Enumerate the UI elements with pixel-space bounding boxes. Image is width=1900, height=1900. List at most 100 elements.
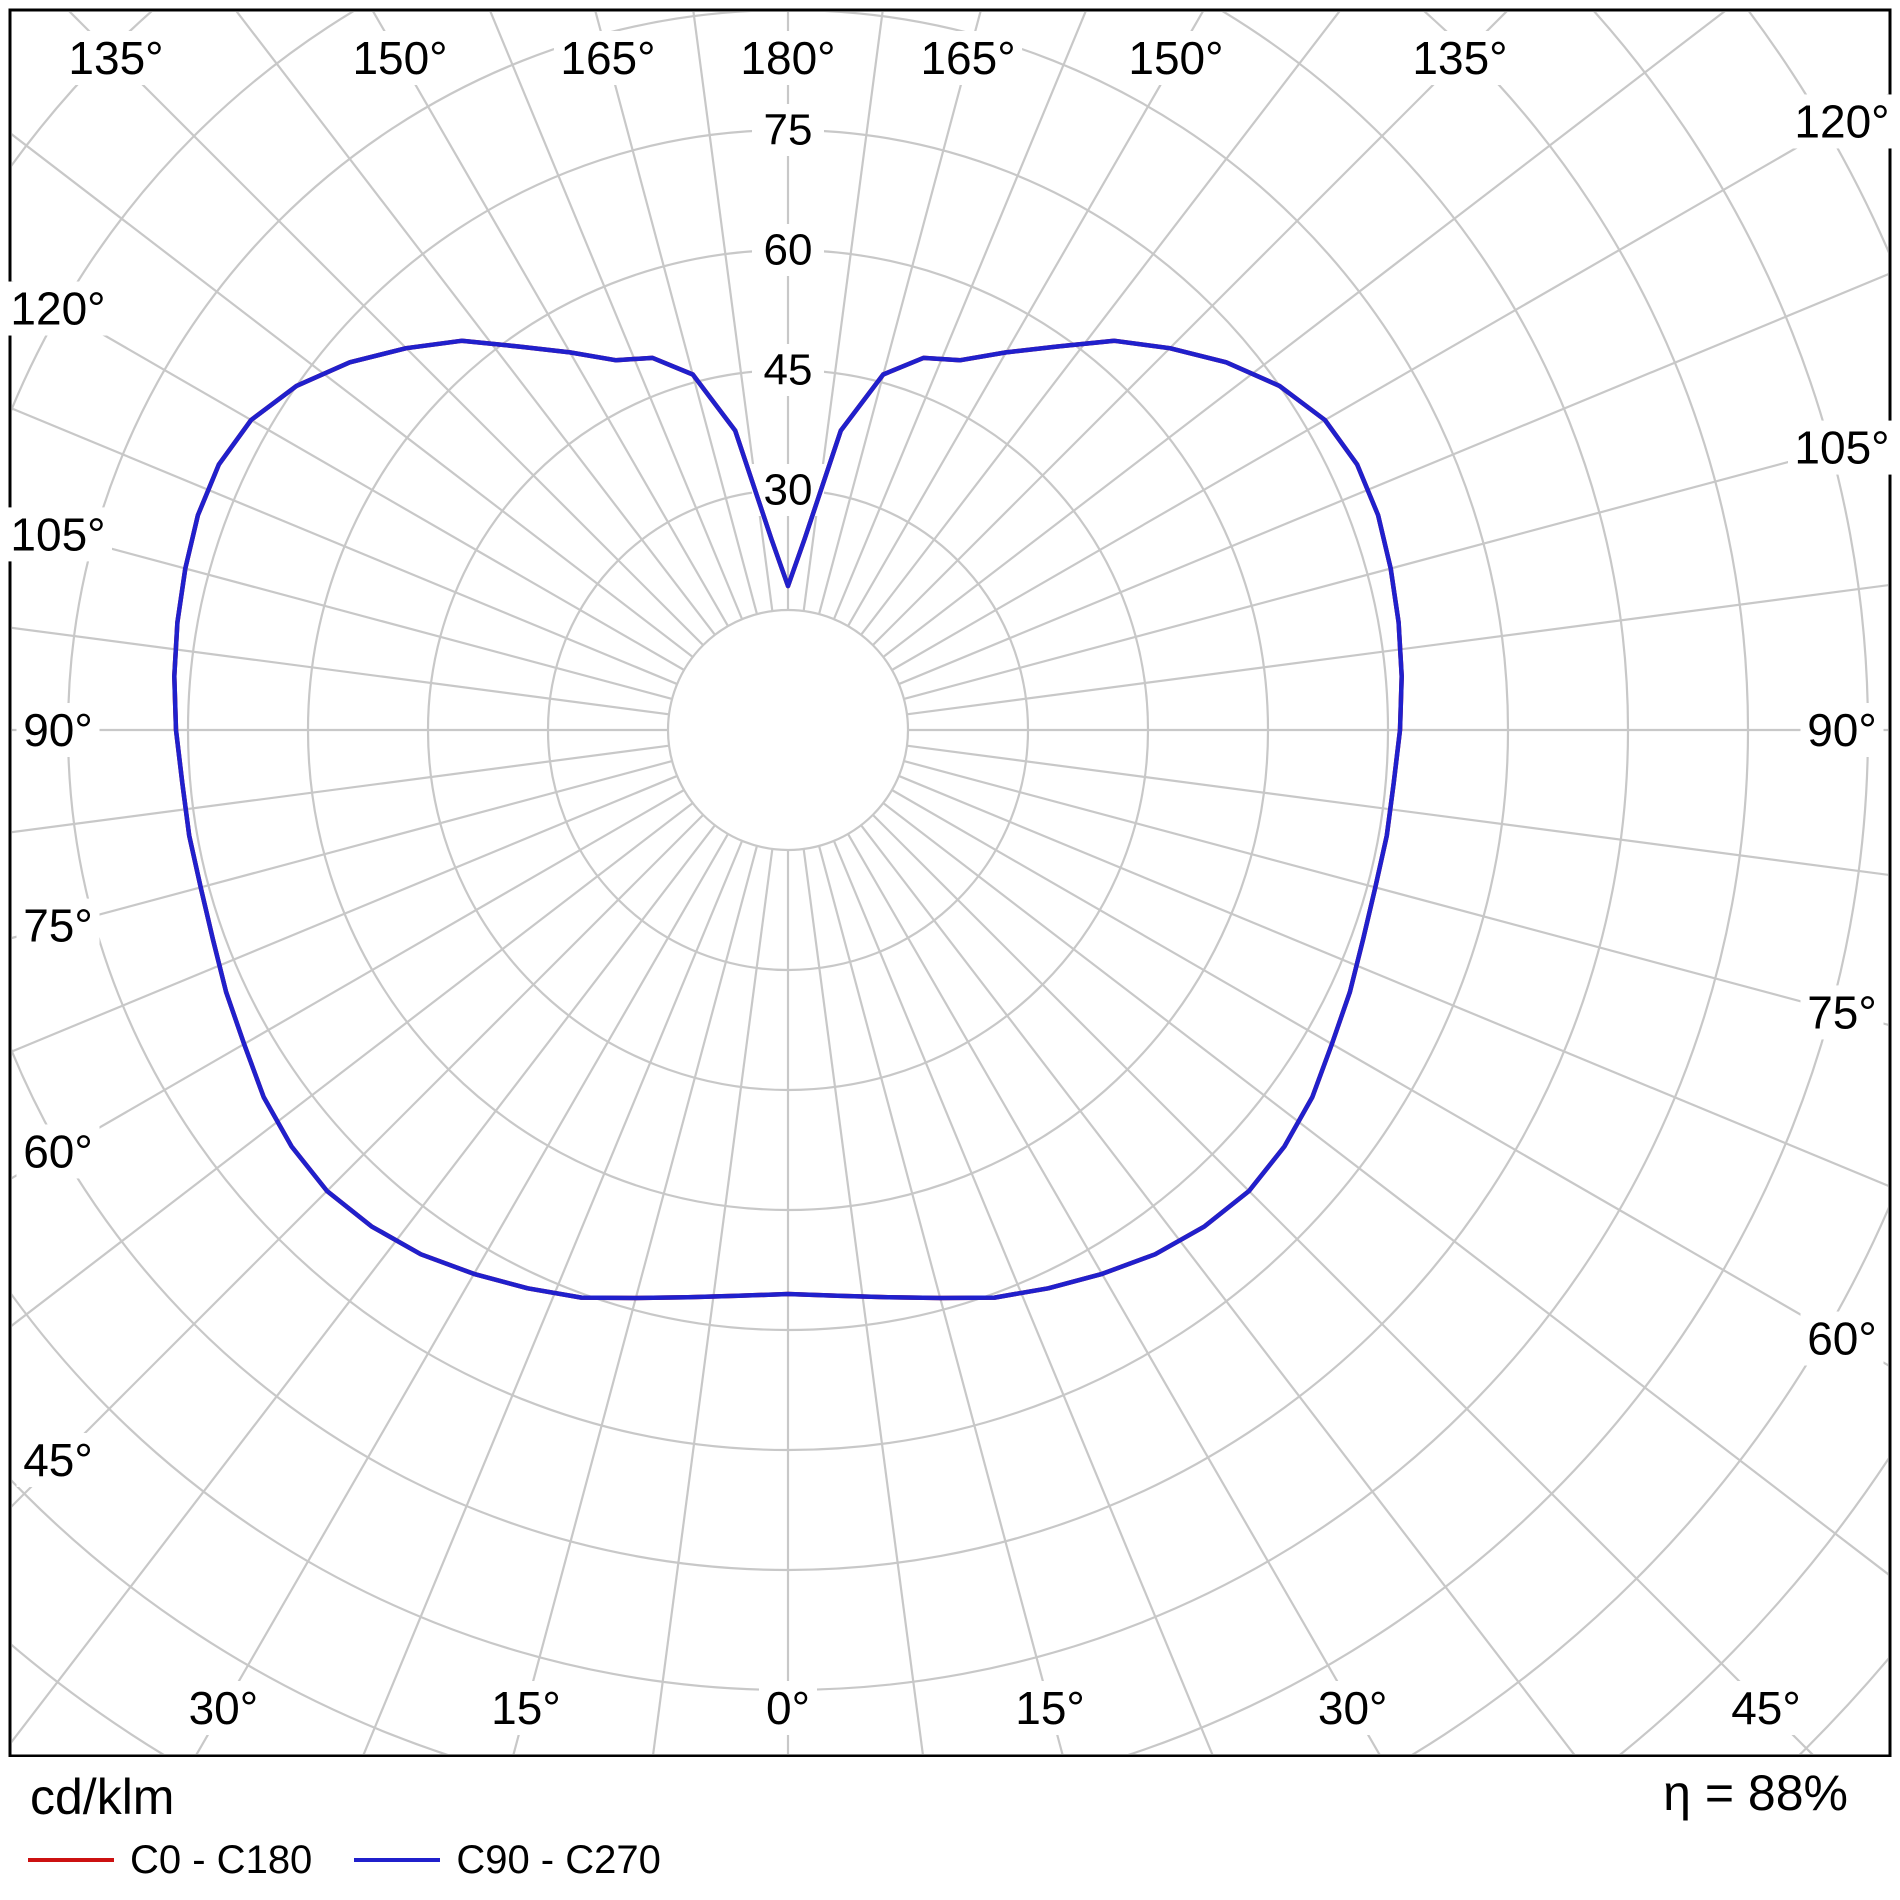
angle-label: 45° <box>23 1434 93 1486</box>
grid-spoke <box>195 833 729 1754</box>
grid-spoke <box>802 848 924 1754</box>
grid-spoke <box>12 802 694 1327</box>
angle-label-backing <box>1121 31 1230 85</box>
legend-item-c90-c270: C90 - C270 <box>354 1838 661 1883</box>
grid-spoke <box>594 12 759 615</box>
grid-spoke <box>903 759 1888 1026</box>
angle-label-backing <box>62 31 170 85</box>
grid-spoke <box>882 802 1888 1576</box>
grid-spoke <box>832 840 1214 1754</box>
angle-label-backing <box>1800 985 1884 1040</box>
grid-spoke <box>235 12 716 636</box>
angle-label: 30° <box>1318 1682 1388 1734</box>
radial-tick-backing <box>752 224 824 276</box>
units-label: cd/klm <box>30 1769 175 1825</box>
grid-spoke <box>12 759 673 940</box>
grid-spoke <box>891 93 1888 671</box>
angle-label: 165° <box>920 32 1015 84</box>
efficiency-label: η = 88% <box>1663 1765 1848 1821</box>
grid-spoke <box>12 814 704 1508</box>
grid-spoke <box>12 520 673 701</box>
grid-spoke <box>898 774 1888 1187</box>
grid-spoke <box>882 12 1726 658</box>
radial-tick-label: 45 <box>764 346 813 395</box>
angle-label-backing <box>914 31 1023 85</box>
angle-label-backing <box>759 1681 817 1735</box>
grid-circle <box>12 12 1869 1754</box>
grid-spoke <box>898 273 1888 686</box>
angle-label: 135° <box>1412 32 1507 84</box>
c90-c270-line-swatch <box>354 1858 441 1862</box>
angle-label-backing <box>16 703 100 757</box>
angle-label: 90° <box>1807 704 1877 756</box>
angle-label-backing <box>1724 1681 1808 1735</box>
angle-label-backing <box>1311 1681 1395 1735</box>
angle-label: 45° <box>1731 1682 1801 1734</box>
legend-label-c0-c180: C0 - C180 <box>130 1837 313 1882</box>
angle-label: 180° <box>740 32 835 84</box>
angle-label: 135° <box>68 32 163 84</box>
grid-spoke <box>692 12 774 612</box>
grid-spoke <box>512 845 759 1754</box>
grid-spoke <box>12 824 716 1744</box>
radial-tick-label: 30 <box>764 466 813 515</box>
grid-spoke <box>12 744 670 834</box>
angle-label: 75° <box>1807 986 1877 1038</box>
angle-label-backing <box>484 1681 568 1735</box>
grid-spoke <box>872 12 1508 646</box>
grid-spoke <box>362 840 744 1754</box>
angle-label: 15° <box>491 1682 561 1734</box>
angle-label-backing <box>16 898 100 953</box>
radial-tick-label: 60 <box>764 226 813 275</box>
grid-spoke <box>489 12 744 620</box>
polar-chart-svg: 30 45 60 75 0° 15° 15° 30° 30° 45° 45° 60° 60° 75° 75°… <box>4 8 1896 1757</box>
angle-label-backing <box>4 281 112 336</box>
angle-label-backing <box>734 31 842 85</box>
angle-label: 15° <box>1015 1682 1085 1734</box>
angle-label: 105° <box>10 508 105 560</box>
grid-spoke <box>891 789 1888 1367</box>
angle-label-backing <box>16 1433 100 1487</box>
angle-label: 120° <box>10 283 105 335</box>
angle-label: 60° <box>1807 1313 1877 1365</box>
grid-spoke <box>832 12 1087 620</box>
angle-label-backing <box>4 507 112 562</box>
radial-tick-label: 75 <box>764 106 813 155</box>
angle-label-backing <box>181 1681 265 1735</box>
grid-spoke <box>12 626 670 716</box>
polar-grid: 30 45 60 75 <box>12 12 1888 1754</box>
angle-label-backing <box>1800 703 1884 757</box>
angle-label-backing <box>1406 31 1514 85</box>
plot-border <box>8 8 1892 1757</box>
grid-spoke <box>652 848 774 1754</box>
radial-tick-backing <box>752 464 824 516</box>
grid-spoke <box>68 12 704 646</box>
legend-label-c90-c270: C90 - C270 <box>456 1837 661 1882</box>
angle-label: 90° <box>23 704 93 756</box>
angle-label-backing <box>1788 94 1896 149</box>
angle-label-backing <box>1788 420 1896 475</box>
grid-spoke <box>860 12 1341 636</box>
radial-tick-backing <box>752 344 824 396</box>
grid-circle <box>666 608 910 852</box>
angle-label: 105° <box>1794 422 1889 474</box>
angle-label-backing <box>346 31 455 85</box>
angle-label: 0° <box>766 1682 810 1734</box>
angle-label-backing <box>1008 1681 1092 1735</box>
angle-label: 150° <box>352 32 447 84</box>
angle-label: 30° <box>189 1682 259 1734</box>
chart-legend: C0 - C180 C90 - C270 <box>28 1836 703 1884</box>
grid-spoke <box>847 12 1204 627</box>
grid-spoke <box>906 744 1888 876</box>
grid-spoke <box>817 12 982 615</box>
grid-spoke <box>12 774 678 1053</box>
angle-label: 165° <box>560 32 655 84</box>
grid-spoke <box>903 434 1888 701</box>
grid-spoke <box>906 584 1888 716</box>
grid-spoke <box>802 12 884 612</box>
grid-spoke <box>12 133 694 658</box>
angle-label-backing <box>1800 1311 1884 1366</box>
grid-spoke <box>817 845 1064 1754</box>
grid-spoke <box>847 833 1381 1754</box>
